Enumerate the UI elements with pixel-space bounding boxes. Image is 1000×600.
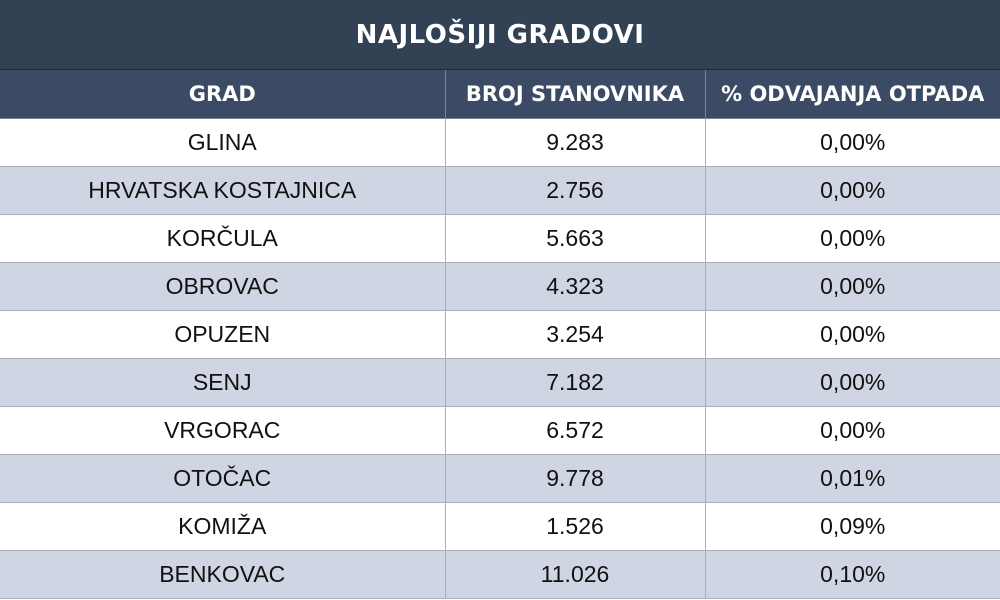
cell-grad: KORČULA bbox=[0, 214, 446, 263]
table-title: NAJLOŠIJI GRADOVI bbox=[0, 0, 1000, 70]
cell-grad: GLINA bbox=[0, 118, 446, 167]
table-row: KOMIŽA 1.526 0,09% bbox=[0, 502, 1000, 551]
cell-broj-stanovnika: 2.756 bbox=[445, 166, 706, 215]
cell-odvajanje-otpada: 0,00% bbox=[705, 118, 1000, 167]
cell-grad: BENKOVAC bbox=[0, 550, 446, 599]
cell-broj-stanovnika: 3.254 bbox=[445, 310, 706, 359]
cell-odvajanje-otpada: 0,01% bbox=[705, 454, 1000, 503]
table-row: BENKOVAC 11.026 0,10% bbox=[0, 550, 1000, 599]
cell-odvajanje-otpada: 0,00% bbox=[705, 166, 1000, 215]
table-body: GLINA 9.283 0,00% HRVATSKA KOSTAJNICA 2.756 0… bbox=[0, 118, 1000, 599]
cell-broj-stanovnika: 6.572 bbox=[445, 406, 706, 455]
column-header-broj-stanovnika: BROJ STANOVNIKA bbox=[445, 70, 706, 119]
cell-odvajanje-otpada: 0,00% bbox=[705, 358, 1000, 407]
cell-broj-stanovnika: 9.283 bbox=[445, 118, 706, 167]
cell-grad: OBROVAC bbox=[0, 262, 446, 311]
cell-odvajanje-otpada: 0,00% bbox=[705, 214, 1000, 263]
header-row: GRAD BROJ STANOVNIKA % ODVAJANJA OTPADA bbox=[0, 70, 1000, 119]
cell-broj-stanovnika: 5.663 bbox=[445, 214, 706, 263]
cell-broj-stanovnika: 1.526 bbox=[445, 502, 706, 551]
cell-odvajanje-otpada: 0,10% bbox=[705, 550, 1000, 599]
table-row: SENJ 7.182 0,00% bbox=[0, 358, 1000, 407]
cell-grad: VRGORAC bbox=[0, 406, 446, 455]
table-row: KORČULA 5.663 0,00% bbox=[0, 214, 1000, 263]
column-header-odvajanje-otpada: % ODVAJANJA OTPADA bbox=[705, 70, 1000, 119]
cell-grad: HRVATSKA KOSTAJNICA bbox=[0, 166, 446, 215]
table-row: GLINA 9.283 0,00% bbox=[0, 118, 1000, 167]
cell-grad: KOMIŽA bbox=[0, 502, 446, 551]
table-row: OBROVAC 4.323 0,00% bbox=[0, 262, 1000, 311]
cell-odvajanje-otpada: 0,00% bbox=[705, 406, 1000, 455]
table-row: OPUZEN 3.254 0,00% bbox=[0, 310, 1000, 359]
cell-grad: OTOČAC bbox=[0, 454, 446, 503]
cell-broj-stanovnika: 9.778 bbox=[445, 454, 706, 503]
table-row: VRGORAC 6.572 0,00% bbox=[0, 406, 1000, 455]
cell-odvajanje-otpada: 0,00% bbox=[705, 310, 1000, 359]
cell-odvajanje-otpada: 0,00% bbox=[705, 262, 1000, 311]
cell-grad: OPUZEN bbox=[0, 310, 446, 359]
cities-table: GRAD BROJ STANOVNIKA % ODVAJANJA OTPADA … bbox=[0, 70, 1000, 599]
column-header-grad: GRAD bbox=[0, 70, 446, 119]
cell-broj-stanovnika: 7.182 bbox=[445, 358, 706, 407]
cell-broj-stanovnika: 4.323 bbox=[445, 262, 706, 311]
table-row: OTOČAC 9.778 0,01% bbox=[0, 454, 1000, 503]
cell-broj-stanovnika: 11.026 bbox=[445, 550, 706, 599]
cell-grad: SENJ bbox=[0, 358, 446, 407]
cell-odvajanje-otpada: 0,09% bbox=[705, 502, 1000, 551]
table-row: HRVATSKA KOSTAJNICA 2.756 0,00% bbox=[0, 166, 1000, 215]
